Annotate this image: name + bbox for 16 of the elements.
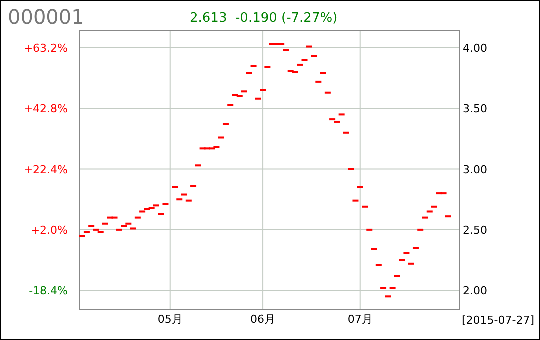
y2-tick-label: +42.8%	[24, 102, 68, 116]
y2-tick-label: -18.4%	[29, 284, 68, 298]
y-tick-label: 4.00	[463, 42, 488, 55]
y2-tick-label: +22.4%	[24, 163, 68, 176]
y-tick-label: 2.00	[463, 284, 488, 298]
y-tick-label: 3.50	[463, 102, 488, 116]
x-tick-label: 05月	[158, 313, 183, 326]
chart-subtitle: 2.613 -0.190 (-7.27%)	[190, 11, 338, 26]
x-tick-label: 06月	[250, 313, 276, 326]
text: [2015-07-27]	[462, 314, 535, 327]
x-tick-label: 07月	[348, 313, 373, 326]
y2-tick-label: +2.0%	[30, 224, 68, 237]
y-tick-label: 2.50	[463, 224, 488, 237]
y-tick-label: 3.00	[463, 163, 488, 176]
y2-tick-label: +63.2%	[24, 42, 68, 55]
chart-title: 000001	[8, 5, 84, 29]
